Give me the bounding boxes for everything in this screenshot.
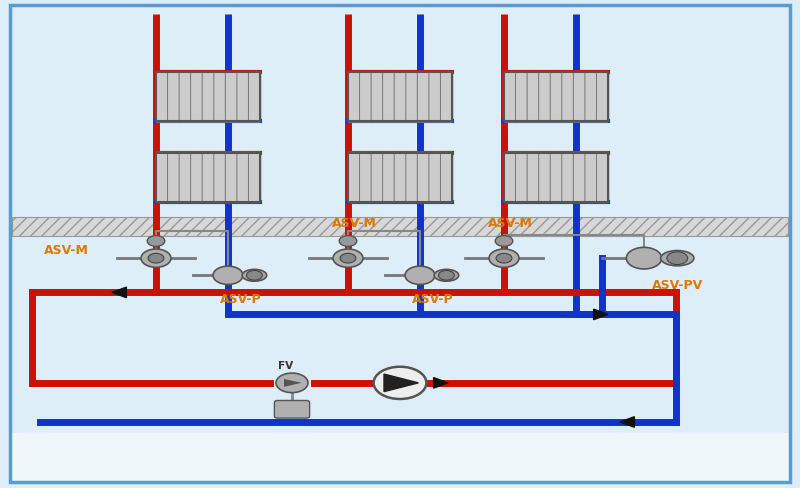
FancyBboxPatch shape xyxy=(214,153,226,203)
FancyBboxPatch shape xyxy=(585,72,598,123)
FancyBboxPatch shape xyxy=(562,153,574,203)
Circle shape xyxy=(339,236,357,247)
FancyBboxPatch shape xyxy=(179,153,191,203)
FancyBboxPatch shape xyxy=(418,153,430,203)
Text: FV: FV xyxy=(278,361,293,370)
FancyBboxPatch shape xyxy=(406,72,418,123)
Polygon shape xyxy=(284,379,302,387)
Circle shape xyxy=(495,236,513,247)
FancyBboxPatch shape xyxy=(249,72,261,123)
FancyBboxPatch shape xyxy=(429,72,442,123)
FancyBboxPatch shape xyxy=(406,153,418,203)
Text: ASV-M: ASV-M xyxy=(44,244,89,257)
FancyBboxPatch shape xyxy=(214,72,226,123)
Bar xyxy=(504,154,608,203)
Bar xyxy=(348,154,452,203)
FancyBboxPatch shape xyxy=(190,72,203,123)
FancyBboxPatch shape xyxy=(274,401,310,418)
FancyBboxPatch shape xyxy=(237,72,250,123)
FancyBboxPatch shape xyxy=(429,153,442,203)
FancyBboxPatch shape xyxy=(515,72,528,123)
Bar xyxy=(348,73,452,122)
FancyBboxPatch shape xyxy=(597,153,609,203)
FancyBboxPatch shape xyxy=(371,153,383,203)
FancyBboxPatch shape xyxy=(550,72,562,123)
Bar xyxy=(12,217,788,237)
Polygon shape xyxy=(620,417,634,427)
FancyBboxPatch shape xyxy=(527,72,539,123)
Polygon shape xyxy=(384,374,418,392)
Polygon shape xyxy=(594,309,608,320)
FancyBboxPatch shape xyxy=(550,153,562,203)
FancyBboxPatch shape xyxy=(394,153,406,203)
Circle shape xyxy=(489,249,519,268)
Circle shape xyxy=(276,373,308,393)
FancyBboxPatch shape xyxy=(394,72,406,123)
FancyBboxPatch shape xyxy=(167,153,180,203)
Ellipse shape xyxy=(434,270,458,282)
FancyBboxPatch shape xyxy=(10,433,790,482)
FancyBboxPatch shape xyxy=(190,153,203,203)
Bar xyxy=(504,73,608,122)
Text: ASV-PV: ASV-PV xyxy=(652,278,703,291)
Circle shape xyxy=(246,271,262,281)
Ellipse shape xyxy=(661,251,694,266)
Text: ASV-M: ASV-M xyxy=(488,217,533,230)
Circle shape xyxy=(626,248,662,269)
Bar xyxy=(156,154,260,203)
FancyBboxPatch shape xyxy=(504,72,516,123)
FancyBboxPatch shape xyxy=(371,72,383,123)
FancyBboxPatch shape xyxy=(504,153,516,203)
Polygon shape xyxy=(112,287,126,298)
Circle shape xyxy=(405,266,435,285)
Text: ASV-M: ASV-M xyxy=(332,217,377,230)
FancyBboxPatch shape xyxy=(597,72,609,123)
FancyBboxPatch shape xyxy=(348,72,360,123)
FancyBboxPatch shape xyxy=(237,153,250,203)
FancyBboxPatch shape xyxy=(359,72,372,123)
FancyBboxPatch shape xyxy=(538,72,551,123)
FancyBboxPatch shape xyxy=(348,153,360,203)
Text: ASV-P: ASV-P xyxy=(412,293,454,305)
FancyBboxPatch shape xyxy=(202,153,214,203)
FancyBboxPatch shape xyxy=(527,153,539,203)
Bar xyxy=(156,73,260,122)
Circle shape xyxy=(148,254,164,264)
FancyBboxPatch shape xyxy=(418,72,430,123)
Circle shape xyxy=(374,367,426,399)
FancyBboxPatch shape xyxy=(382,72,395,123)
FancyBboxPatch shape xyxy=(515,153,528,203)
FancyBboxPatch shape xyxy=(585,153,598,203)
FancyBboxPatch shape xyxy=(441,153,453,203)
Ellipse shape xyxy=(242,270,266,282)
FancyBboxPatch shape xyxy=(179,72,191,123)
FancyBboxPatch shape xyxy=(167,72,180,123)
Polygon shape xyxy=(434,378,448,388)
FancyBboxPatch shape xyxy=(249,153,261,203)
FancyBboxPatch shape xyxy=(441,72,453,123)
Circle shape xyxy=(667,252,688,265)
Circle shape xyxy=(213,266,243,285)
FancyBboxPatch shape xyxy=(382,153,395,203)
Circle shape xyxy=(147,236,165,247)
FancyBboxPatch shape xyxy=(574,72,586,123)
FancyBboxPatch shape xyxy=(226,153,238,203)
FancyBboxPatch shape xyxy=(359,153,372,203)
FancyBboxPatch shape xyxy=(226,72,238,123)
FancyBboxPatch shape xyxy=(574,153,586,203)
FancyBboxPatch shape xyxy=(156,72,168,123)
Circle shape xyxy=(340,254,356,264)
FancyBboxPatch shape xyxy=(156,153,168,203)
FancyBboxPatch shape xyxy=(562,72,574,123)
Text: ASV-P: ASV-P xyxy=(220,293,262,305)
Circle shape xyxy=(438,271,454,281)
FancyBboxPatch shape xyxy=(202,72,214,123)
FancyBboxPatch shape xyxy=(538,153,551,203)
Circle shape xyxy=(496,254,512,264)
Circle shape xyxy=(141,249,171,268)
Circle shape xyxy=(333,249,363,268)
